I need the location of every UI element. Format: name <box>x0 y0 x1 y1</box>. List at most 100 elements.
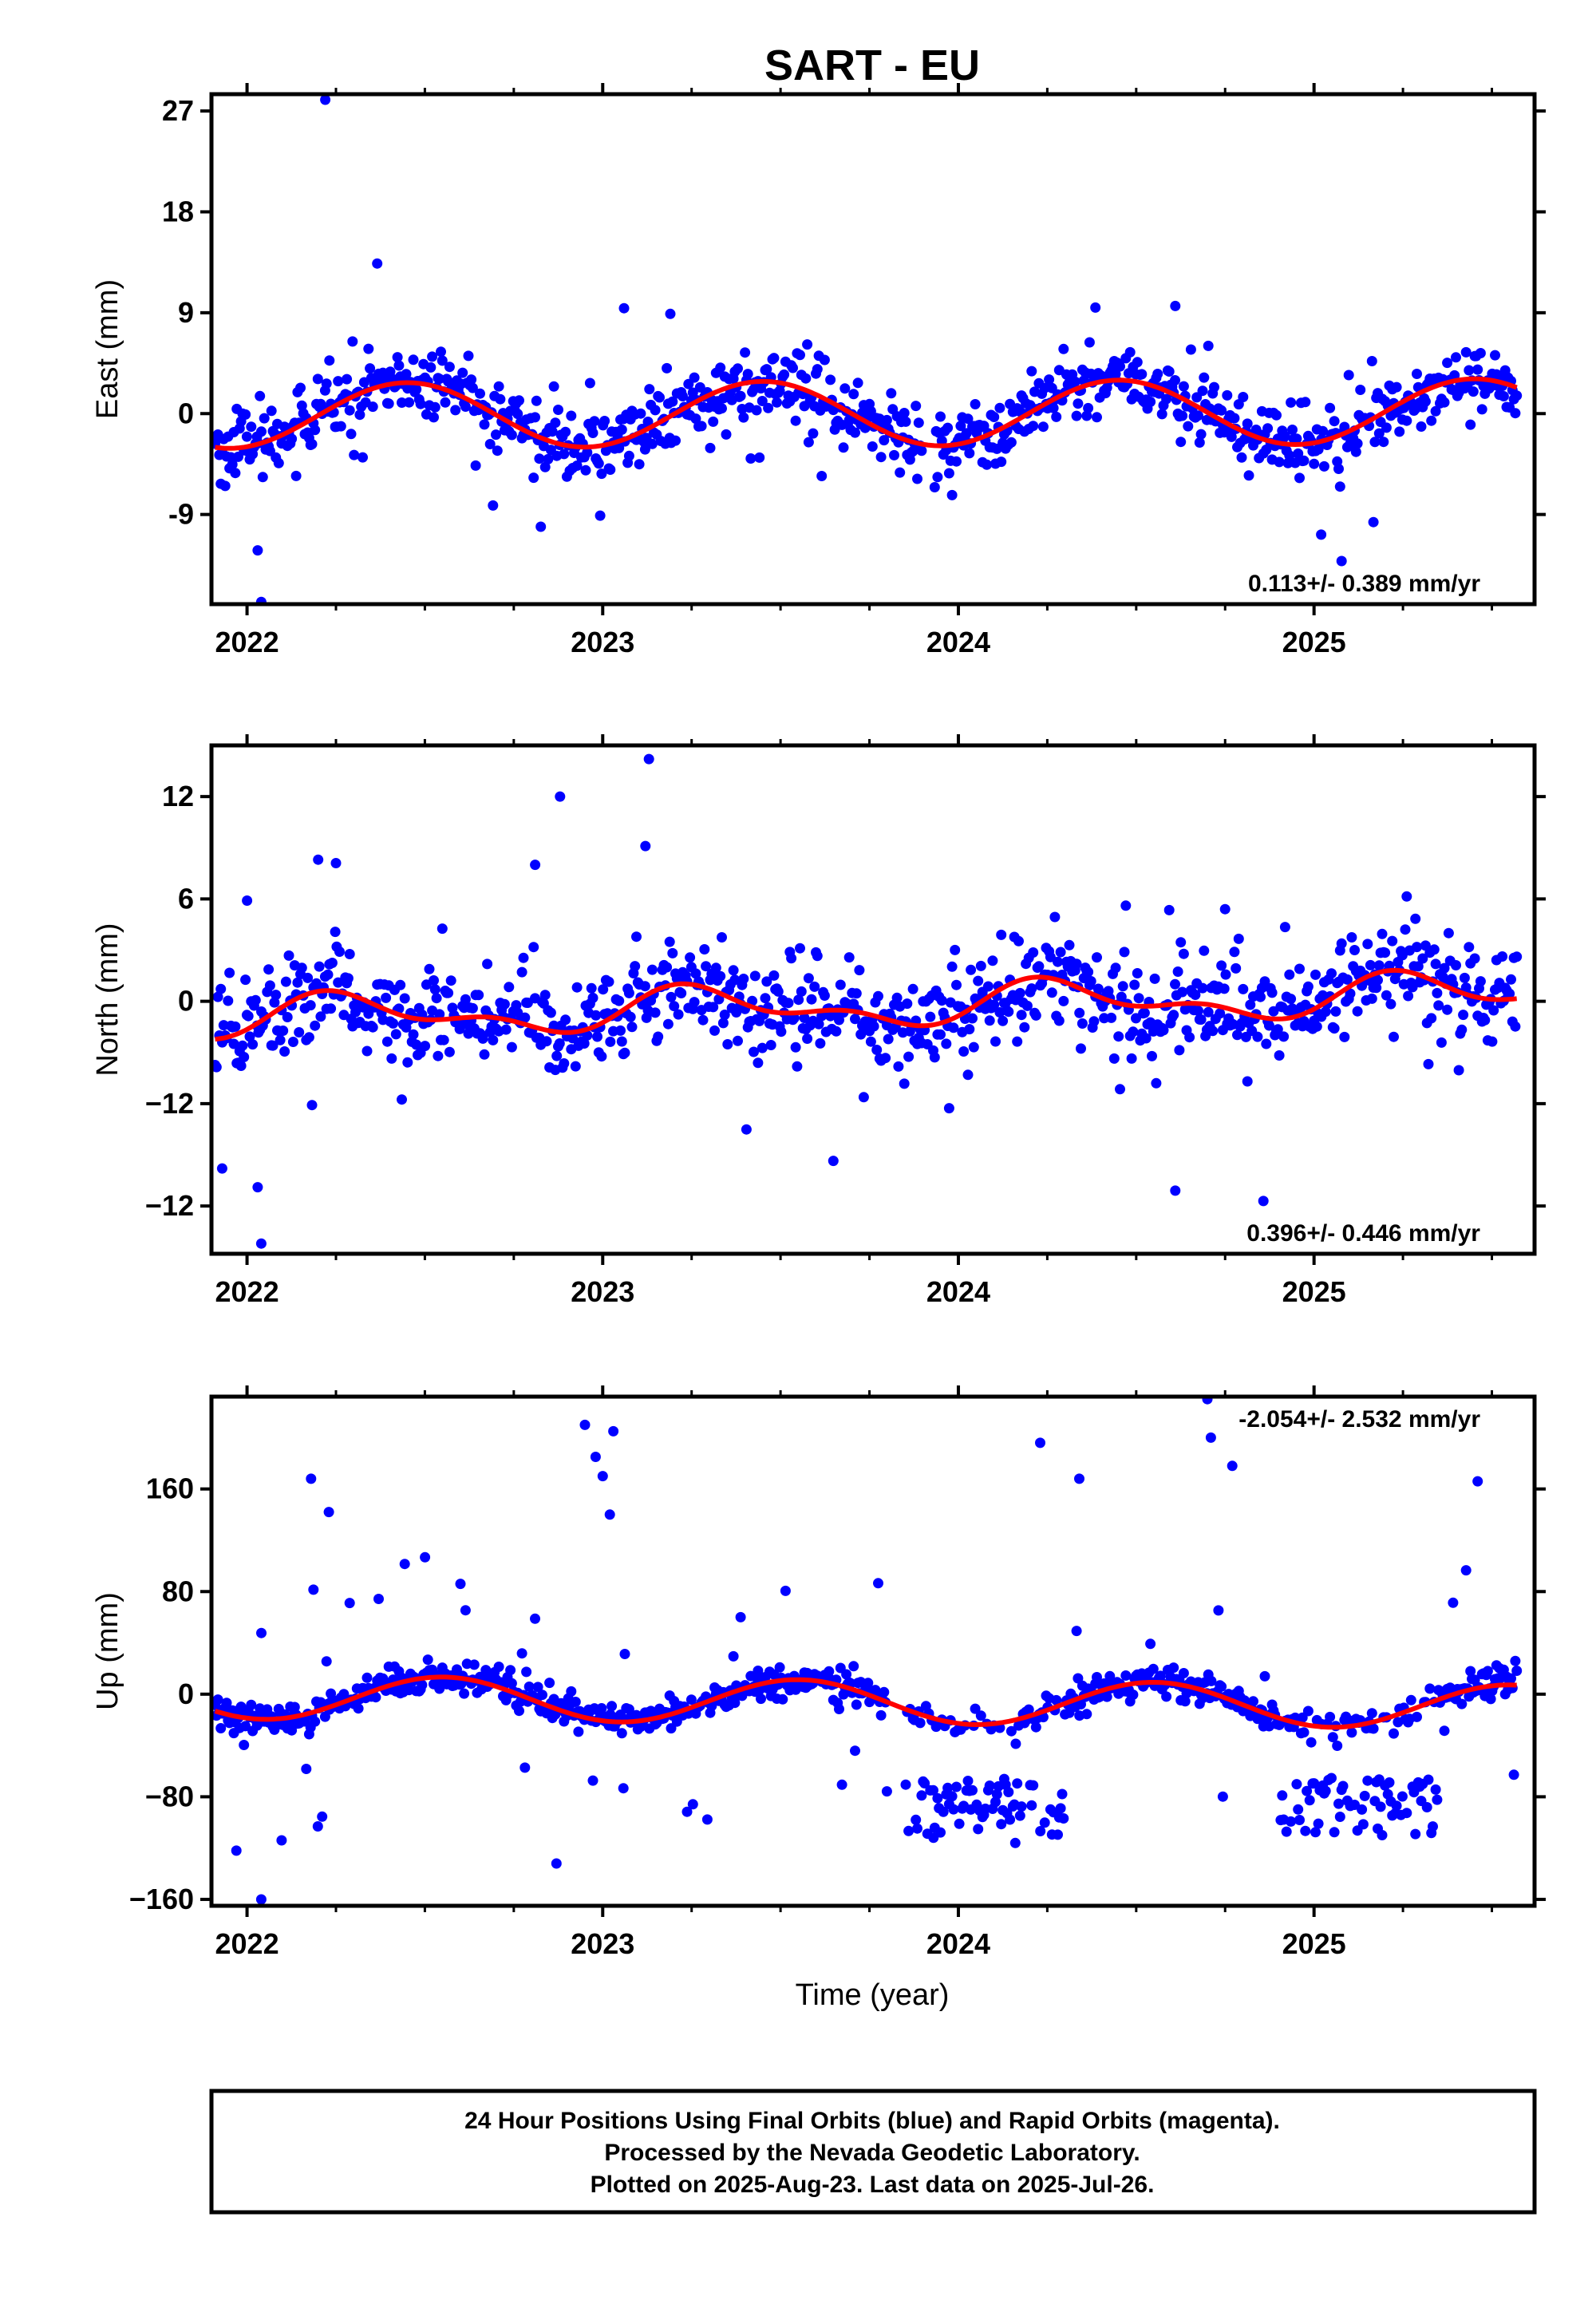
data-point <box>966 964 977 975</box>
data-point <box>850 427 860 438</box>
y-tick-label: −12 <box>145 1189 194 1222</box>
data-point <box>792 1061 803 1072</box>
data-point <box>1113 1031 1124 1042</box>
data-point <box>295 382 306 393</box>
outlier-point <box>643 753 654 765</box>
data-point <box>324 355 335 366</box>
data-point <box>990 1796 1001 1808</box>
data-point <box>731 1007 742 1018</box>
data-point <box>306 1100 318 1111</box>
data-point <box>1460 346 1472 358</box>
data-point <box>599 416 610 426</box>
data-point <box>1306 1737 1317 1748</box>
data-point <box>420 1551 431 1563</box>
data-point <box>292 977 303 988</box>
data-point <box>1055 1803 1066 1814</box>
data-point <box>768 970 780 981</box>
data-point <box>571 460 583 471</box>
data-point <box>1226 431 1237 442</box>
data-point <box>321 378 332 389</box>
data-point <box>717 932 727 943</box>
data-point <box>566 1686 577 1697</box>
data-point <box>1291 1779 1302 1790</box>
x-tick-label: 2025 <box>1282 1927 1346 1960</box>
data-point <box>667 396 678 407</box>
data-point <box>1028 421 1039 432</box>
data-point <box>1014 987 1025 998</box>
data-point <box>667 947 678 958</box>
data-point <box>646 964 658 975</box>
data-point <box>537 1690 547 1701</box>
data-point <box>1185 344 1196 355</box>
data-point <box>929 482 940 492</box>
data-point <box>506 1678 517 1689</box>
data-point <box>1310 1827 1321 1838</box>
data-point <box>1085 976 1096 986</box>
data-point <box>1149 973 1160 984</box>
data-point <box>751 405 762 416</box>
y-tick-label: 80 <box>162 1575 194 1607</box>
data-point <box>1016 1010 1027 1021</box>
data-point <box>943 1103 954 1114</box>
outlier-point <box>590 1452 601 1462</box>
data-point <box>241 431 252 442</box>
data-point <box>943 468 954 479</box>
data-point <box>1203 1006 1214 1018</box>
up-frame <box>209 1394 1537 1908</box>
data-point <box>580 464 591 476</box>
data-point <box>1302 1785 1313 1796</box>
data-point <box>579 1038 590 1049</box>
data-point <box>504 982 515 993</box>
data-point <box>868 1021 879 1032</box>
data-point <box>756 1694 766 1705</box>
data-point <box>964 1024 975 1035</box>
data-point <box>528 942 539 953</box>
data-point <box>1287 425 1298 435</box>
data-point <box>1498 391 1509 401</box>
data-point <box>315 1011 326 1022</box>
data-point <box>477 1033 488 1044</box>
data-point <box>722 1039 733 1049</box>
data-point <box>1410 1828 1421 1840</box>
data-point <box>1055 947 1066 958</box>
data-point <box>506 429 517 441</box>
data-point <box>803 973 814 984</box>
data-point <box>1232 1030 1242 1041</box>
data-point <box>1120 900 1132 911</box>
data-point <box>444 1046 455 1057</box>
data-point <box>867 441 878 452</box>
data-point <box>1426 415 1437 426</box>
data-point <box>475 388 485 399</box>
data-point <box>603 976 614 987</box>
data-point <box>296 962 307 974</box>
data-point <box>1076 1043 1086 1054</box>
data-point <box>819 990 830 1001</box>
data-point <box>1510 1021 1521 1032</box>
data-point <box>1193 410 1203 421</box>
data-point <box>813 1018 824 1030</box>
data-point <box>467 1002 478 1014</box>
data-point <box>619 1047 630 1058</box>
data-point <box>812 364 823 375</box>
data-point <box>973 1824 984 1835</box>
data-point <box>437 355 448 366</box>
data-point <box>321 1656 332 1667</box>
data-point <box>1391 381 1402 393</box>
data-point <box>282 1012 293 1022</box>
outlier-point <box>597 1471 608 1482</box>
data-point <box>911 401 922 412</box>
data-point <box>1343 370 1354 381</box>
data-point <box>1465 1666 1476 1677</box>
data-point <box>256 1627 267 1638</box>
data-point <box>891 992 903 1003</box>
data-point <box>831 1026 842 1037</box>
data-point <box>886 388 897 399</box>
data-point <box>816 1010 828 1022</box>
data-point <box>1300 397 1311 408</box>
data-point <box>895 467 906 478</box>
data-point <box>1497 951 1508 962</box>
data-point <box>662 962 673 973</box>
data-point <box>825 374 836 385</box>
data-point <box>302 972 314 983</box>
